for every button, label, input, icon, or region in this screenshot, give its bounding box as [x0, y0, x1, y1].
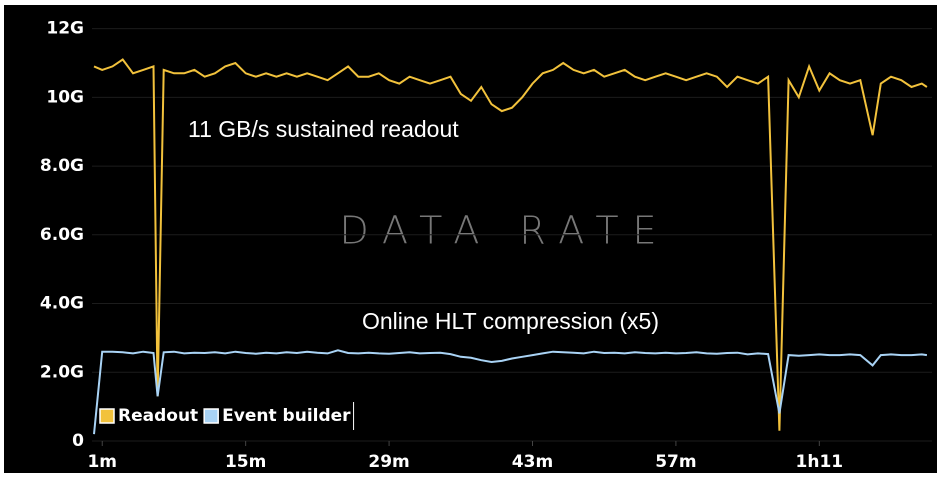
x-tick-label: 43m [512, 452, 553, 472]
legend-label: Readout [118, 406, 198, 426]
series-line [93, 58, 928, 431]
y-tick-label: 10G [46, 87, 84, 107]
x-tick-label: 1h11 [796, 452, 844, 472]
y-tick-label: 8.0G [40, 156, 84, 176]
watermark: DATA RATE [339, 209, 670, 253]
y-tick-label: 6.0G [40, 225, 84, 245]
series-line [93, 349, 928, 435]
annotation: Online HLT compression (x5) [362, 308, 659, 334]
legend-swatch [99, 408, 115, 424]
legend-swatch [203, 408, 219, 424]
annotation: 11 GB/s sustained readout [188, 116, 459, 142]
x-tick-label: 15m [225, 452, 266, 472]
x-tick-label: 29m [368, 452, 409, 472]
y-tick-label: 2.0G [40, 362, 84, 382]
legend-label: Event builder [222, 406, 351, 426]
y-tick-label: 0 [72, 431, 84, 451]
y-tick-label: 4.0G [40, 294, 84, 314]
x-tick-label: 1m [87, 452, 117, 472]
x-tick-label: 57m [655, 452, 696, 472]
y-tick-label: 12G [46, 19, 84, 39]
